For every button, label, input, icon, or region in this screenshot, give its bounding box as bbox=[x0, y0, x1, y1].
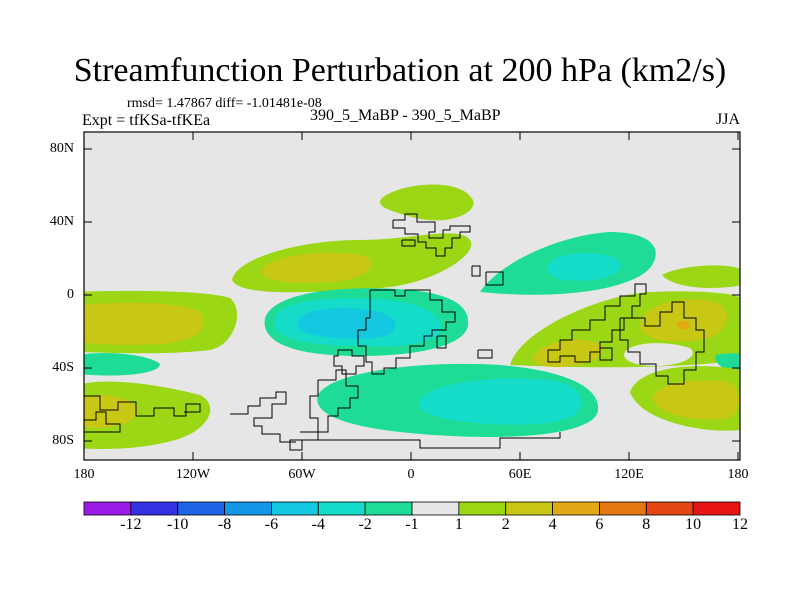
map-frame bbox=[83, 131, 741, 461]
contour-field bbox=[84, 184, 740, 450]
colorbar-swatch bbox=[645, 501, 694, 516]
positive-anomaly-region bbox=[84, 395, 139, 428]
coastline-antarctic-b bbox=[230, 391, 296, 443]
coastline-madagascar bbox=[436, 335, 447, 349]
coastlines bbox=[84, 213, 705, 451]
colorbar-label: 12 bbox=[732, 516, 748, 533]
lon-tick-label: 0 bbox=[407, 467, 415, 482]
lon-tick-label: 60E bbox=[508, 467, 532, 482]
colorbar-label: -12 bbox=[120, 516, 142, 533]
coastline-antarctic-a bbox=[84, 395, 201, 417]
negative-anomaly-region bbox=[546, 253, 622, 281]
colorbar-label: -8 bbox=[217, 516, 232, 533]
colorbar-swatch bbox=[411, 501, 460, 516]
colorbar-swatch bbox=[458, 501, 507, 516]
colorbar-label: 1 bbox=[454, 516, 463, 533]
negative-anomaly-region bbox=[84, 353, 160, 376]
positive-anomaly-region bbox=[676, 320, 690, 330]
map-title: Streamfunction Perturbation at 200 hPa (… bbox=[73, 52, 727, 89]
colorbar-label: 2 bbox=[501, 516, 510, 533]
colorbar-swatch bbox=[83, 501, 132, 516]
colorbar-label: -4 bbox=[311, 516, 325, 533]
negative-anomaly-region bbox=[715, 353, 740, 371]
colorbar-label: -2 bbox=[358, 516, 372, 533]
coastline-antarctic-c bbox=[296, 432, 561, 449]
colorbar-label: -10 bbox=[167, 516, 189, 533]
coastline-new-zealand bbox=[477, 349, 493, 359]
coastline-caspian bbox=[401, 239, 416, 247]
coastline-borneo bbox=[599, 347, 613, 361]
lat-tick-label: 80S bbox=[52, 433, 74, 448]
colorbar-label: 6 bbox=[595, 516, 604, 533]
lon-tick-label: 60W bbox=[288, 467, 316, 482]
colorbar-label: -6 bbox=[264, 516, 279, 533]
coastline-antarctic-d bbox=[84, 411, 121, 433]
negative-anomaly-region bbox=[418, 378, 582, 425]
experiment-label: Expt = tfKSa-tfKEa bbox=[82, 112, 211, 129]
season-label: JJA bbox=[716, 111, 741, 128]
neutral-region bbox=[624, 343, 693, 366]
colorbar-swatch bbox=[271, 501, 319, 516]
positive-anomaly-region bbox=[380, 184, 474, 221]
positive-anomaly-region bbox=[84, 302, 204, 345]
colorbar-label: 8 bbox=[642, 516, 651, 533]
case-label: 390_5_MaBP - 390_5_MaBP bbox=[310, 107, 501, 124]
lat-tick-label: 80N bbox=[49, 141, 74, 156]
lat-tick-label: 40S bbox=[52, 360, 74, 375]
colorbar-swatch bbox=[317, 501, 366, 516]
colorbar-swatch bbox=[130, 501, 179, 516]
colorbar-swatch bbox=[505, 501, 553, 516]
colorbar-swatch bbox=[552, 501, 600, 516]
lon-tick-label: 180 bbox=[73, 467, 95, 482]
positive-anomaly-region bbox=[662, 265, 740, 288]
coastline-south-america-north bbox=[333, 349, 365, 375]
colorbar-swatch bbox=[599, 501, 647, 516]
positive-anomaly-region bbox=[640, 299, 727, 342]
positive-anomaly-region bbox=[652, 380, 739, 420]
colorbar-label: -1 bbox=[405, 516, 419, 533]
colorbar-swatch bbox=[224, 501, 272, 516]
coastline-south-america bbox=[309, 369, 359, 433]
colorbar-label: 4 bbox=[548, 516, 557, 533]
colorbar-swatch bbox=[364, 501, 413, 516]
lon-tick-label: 120E bbox=[614, 467, 644, 482]
negative-anomaly-region bbox=[297, 308, 396, 339]
coastline-arabia bbox=[471, 265, 481, 277]
coastline-india bbox=[485, 271, 504, 286]
colorbar bbox=[83, 501, 741, 516]
lat-tick-label: 40N bbox=[49, 214, 74, 229]
lon-tick-label: 180 bbox=[727, 467, 749, 482]
lon-tick-label: 120W bbox=[175, 467, 211, 482]
lat-tick-label: 0 bbox=[67, 287, 74, 302]
positive-anomaly-region bbox=[533, 339, 603, 368]
coastline-australia bbox=[619, 301, 705, 385]
coastline-southeast-asia bbox=[547, 283, 647, 363]
colorbar-label: 10 bbox=[685, 516, 702, 533]
colorbar-swatch bbox=[692, 501, 741, 516]
positive-anomaly-region bbox=[261, 252, 372, 283]
tick-marks bbox=[83, 132, 740, 460]
coastline-europe bbox=[392, 213, 471, 257]
rmsd-diff-stats: rmsd= 1.47867 diff= -1.01481e-08 bbox=[127, 96, 322, 111]
colorbar-swatch bbox=[177, 501, 225, 516]
coastline-africa bbox=[357, 289, 456, 375]
